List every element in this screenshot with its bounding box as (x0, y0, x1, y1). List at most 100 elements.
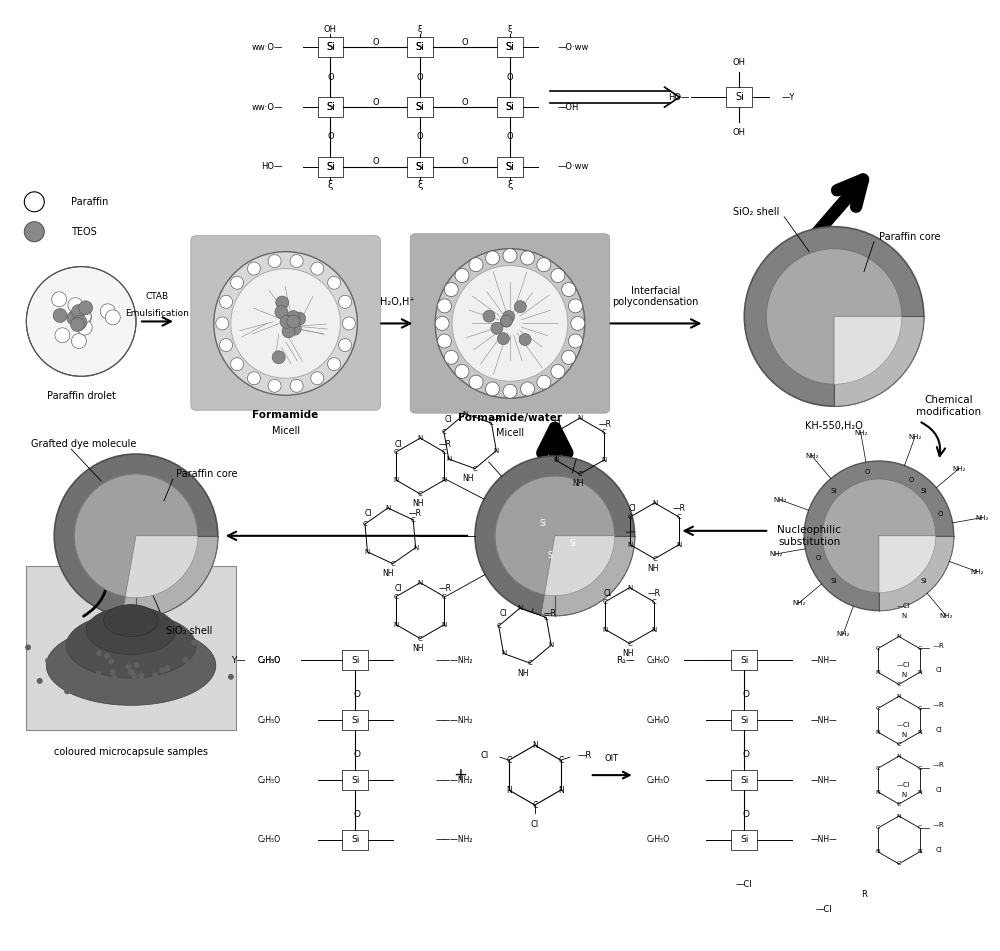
FancyBboxPatch shape (342, 710, 368, 730)
Text: O: O (743, 809, 750, 819)
Text: N: N (876, 849, 881, 854)
Circle shape (164, 666, 170, 671)
Text: —R: —R (598, 419, 611, 429)
Circle shape (804, 461, 954, 611)
Text: N: N (627, 585, 632, 591)
Text: C: C (558, 756, 563, 765)
Text: NH: NH (622, 649, 633, 658)
Text: —R: —R (489, 415, 502, 423)
Text: —R: —R (673, 504, 686, 514)
Circle shape (24, 222, 44, 242)
Text: C: C (496, 623, 501, 629)
Text: Emulsification: Emulsification (125, 309, 189, 318)
Wedge shape (879, 535, 936, 592)
Text: O: O (507, 132, 513, 142)
Text: TEOS: TEOS (71, 226, 97, 237)
Text: Si: Si (416, 102, 425, 112)
Circle shape (25, 645, 31, 650)
Text: C: C (390, 561, 395, 567)
Text: O: O (417, 72, 424, 82)
Text: N: N (413, 545, 418, 551)
Text: C: C (418, 635, 423, 642)
Text: C: C (363, 521, 367, 527)
Circle shape (122, 633, 128, 640)
FancyBboxPatch shape (26, 566, 236, 730)
Circle shape (79, 301, 93, 315)
FancyBboxPatch shape (731, 830, 757, 850)
Text: SiO₂ shell: SiO₂ shell (733, 206, 779, 217)
Text: N: N (603, 627, 608, 632)
FancyBboxPatch shape (318, 157, 343, 177)
Circle shape (71, 334, 86, 348)
Text: N: N (549, 642, 554, 648)
Text: N: N (365, 549, 370, 554)
Circle shape (485, 382, 499, 396)
Text: Si: Si (416, 42, 425, 52)
Text: N: N (506, 786, 512, 795)
Circle shape (568, 299, 582, 313)
Wedge shape (834, 317, 902, 384)
Circle shape (176, 670, 182, 676)
Text: C₂H₅O: C₂H₅O (646, 835, 670, 844)
Circle shape (105, 310, 120, 325)
Text: NH: NH (572, 479, 584, 489)
Circle shape (287, 315, 300, 328)
Circle shape (469, 258, 483, 272)
Text: N: N (917, 670, 922, 675)
FancyBboxPatch shape (731, 710, 757, 730)
Circle shape (500, 315, 512, 327)
Text: Si: Si (539, 519, 546, 529)
Circle shape (339, 296, 352, 308)
Text: C₂H₅O: C₂H₅O (257, 776, 281, 785)
Text: |: | (743, 741, 746, 751)
Text: N: N (897, 634, 901, 639)
Ellipse shape (66, 613, 196, 678)
Circle shape (139, 648, 145, 653)
Text: NH₂: NH₂ (792, 600, 805, 606)
Text: C₂H₅O: C₂H₅O (257, 716, 281, 725)
Text: Si: Si (740, 835, 749, 844)
Text: —Cl: —Cl (736, 881, 753, 889)
Text: Si: Si (506, 102, 514, 112)
Circle shape (128, 669, 134, 675)
Circle shape (72, 304, 85, 319)
Text: Si: Si (416, 162, 425, 172)
Circle shape (521, 251, 535, 265)
Text: OH: OH (324, 25, 337, 34)
Circle shape (143, 649, 149, 654)
Text: Grafted dye molecule: Grafted dye molecule (31, 439, 137, 449)
Text: C: C (897, 742, 901, 747)
Text: —Cl: —Cl (897, 722, 911, 728)
Text: Micell: Micell (496, 428, 524, 438)
Text: NH: NH (647, 564, 658, 573)
FancyBboxPatch shape (497, 157, 523, 177)
Text: Si: Si (740, 656, 749, 665)
Text: Cl: Cl (629, 504, 636, 514)
Text: Si: Si (416, 42, 425, 52)
Text: —Y: —Y (781, 92, 795, 102)
Text: O: O (865, 469, 870, 475)
Text: N: N (418, 580, 423, 586)
Text: —Cl: —Cl (816, 905, 832, 914)
Circle shape (159, 668, 165, 673)
Text: —R: —R (933, 762, 945, 768)
Text: Si: Si (351, 716, 360, 725)
Text: N: N (897, 694, 901, 699)
Text: C: C (651, 598, 656, 605)
Text: O: O (327, 132, 334, 142)
Circle shape (52, 292, 67, 307)
Circle shape (128, 669, 134, 675)
Text: N: N (901, 792, 907, 798)
Text: Paraffin core: Paraffin core (176, 469, 237, 479)
Text: N: N (418, 436, 423, 441)
Circle shape (216, 317, 229, 330)
Text: N: N (652, 500, 657, 506)
Text: CTAB: CTAB (145, 292, 169, 301)
Text: C: C (532, 801, 538, 809)
Text: Si: Si (326, 162, 335, 172)
Circle shape (76, 308, 91, 323)
Text: —R: —R (933, 703, 945, 708)
Circle shape (74, 680, 80, 687)
Text: Cl: Cl (499, 609, 507, 618)
Text: C: C (442, 449, 447, 456)
